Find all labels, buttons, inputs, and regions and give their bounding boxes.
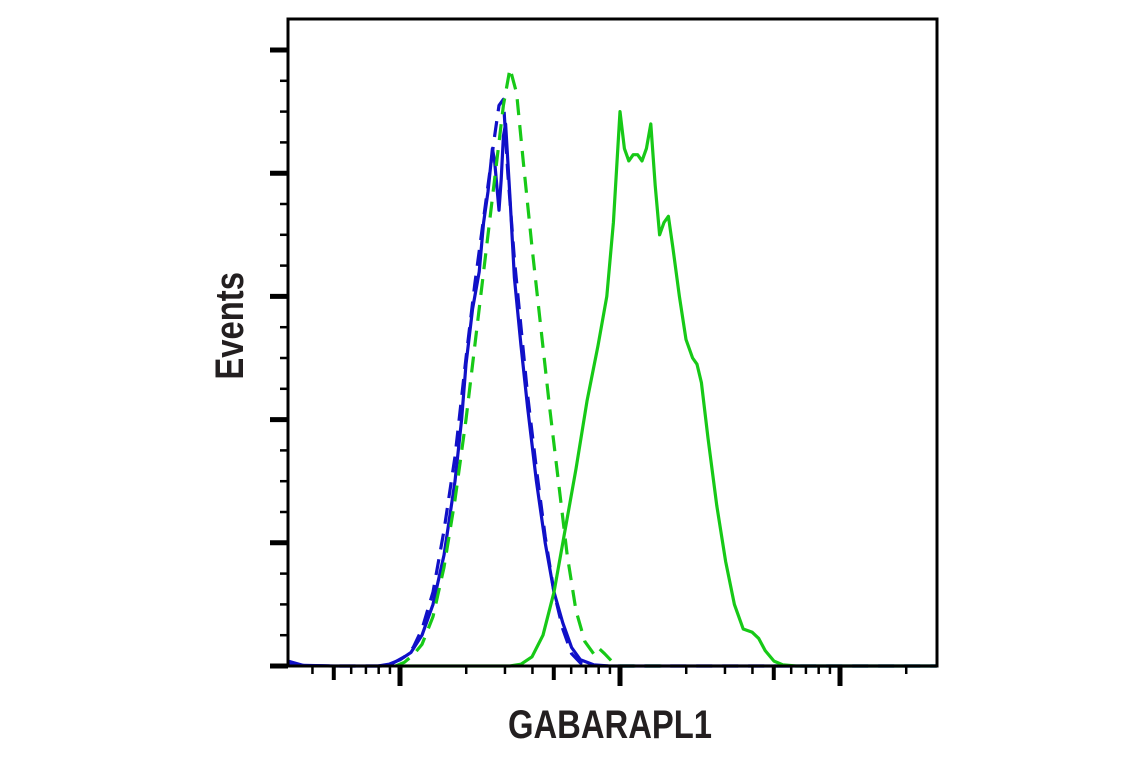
y-axis-label: Events [208, 272, 252, 380]
histogram-curves [287, 66, 937, 668]
x-axis-label: GABARAPL1 [507, 703, 713, 747]
y-axis-ticks [270, 47, 288, 669]
series-blue-dashed [287, 97, 937, 668]
x-axis-ticks [311, 666, 908, 686]
plot-frame [286, 17, 939, 668]
series-green-dashed [394, 66, 664, 668]
series-blue-solid [287, 122, 937, 668]
series-green-solid [400, 109, 937, 668]
